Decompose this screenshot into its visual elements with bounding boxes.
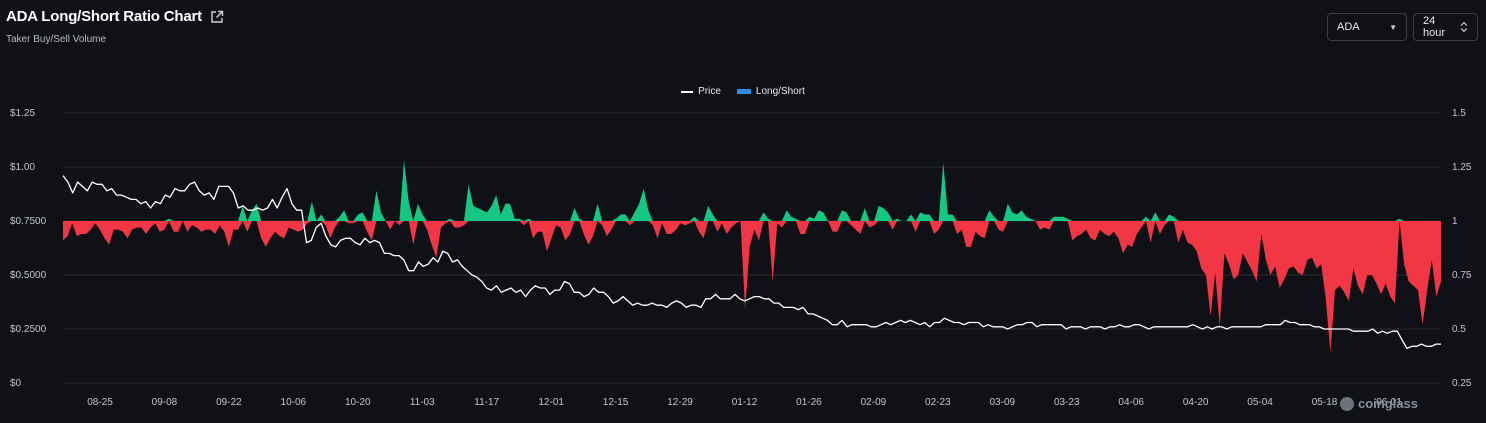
x-tick-label: 04-06	[1118, 397, 1144, 408]
asset-select[interactable]: ADA ▼	[1327, 13, 1407, 41]
x-tick-label: 02-23	[925, 397, 951, 408]
chart-legend: Price Long/Short	[0, 86, 1486, 97]
x-tick-label: 01-26	[796, 397, 822, 408]
longshort-swatch	[736, 89, 751, 94]
title-row: ADA Long/Short Ratio Chart	[6, 8, 224, 25]
legend-item-longshort[interactable]: Long/Short	[736, 86, 805, 97]
x-tick-label: 10-20	[345, 397, 371, 408]
x-tick-label: 12-01	[538, 397, 564, 408]
x-tick-label: 10-06	[281, 397, 307, 408]
y-left-tick-label: $1.00	[10, 162, 35, 173]
y-right-tick-label: 0.5	[1452, 324, 1466, 335]
x-tick-label: 05-18	[1312, 397, 1338, 408]
x-tick-label: 04-20	[1183, 397, 1209, 408]
legend-label-price: Price	[698, 86, 721, 97]
up-down-chevron-icon	[1460, 21, 1468, 33]
time-range-value: 24 hour	[1423, 15, 1446, 39]
y-left-tick-label: $0.7500	[10, 216, 47, 227]
x-tick-label: 06-01	[1376, 397, 1402, 408]
y-left-tick-label: $1.25	[10, 108, 35, 119]
x-tick-label: 03-09	[990, 397, 1016, 408]
y-left-tick-label: $0.2500	[10, 324, 47, 335]
short-area[interactable]	[63, 221, 1441, 353]
y-left-tick-label: $0.5000	[10, 270, 47, 281]
price-swatch	[681, 90, 694, 93]
caret-down-icon: ▼	[1389, 22, 1397, 32]
page-subtitle: Taker Buy/Sell Volume	[6, 34, 107, 45]
y-axis-left: $0 $0.2500 $0.5000 $0.7500 $1.00 $1.25	[10, 108, 47, 389]
external-link-icon[interactable]	[210, 10, 224, 24]
long-area[interactable]	[63, 160, 1441, 222]
x-tick-label: 12-29	[667, 397, 693, 408]
coinglass-watermark: coinglass	[1340, 396, 1418, 411]
y-right-tick-label: 0.25	[1452, 378, 1472, 389]
y-axis-right: 0.25 0.5 0.75 1 1.25 1.5	[1452, 108, 1472, 389]
legend-item-price[interactable]: Price	[681, 86, 721, 97]
page-title: ADA Long/Short Ratio Chart	[6, 8, 202, 25]
x-tick-label: 08-25	[87, 397, 113, 408]
x-tick-label: 01-12	[732, 397, 758, 408]
time-range-select[interactable]: 24 hour	[1413, 13, 1478, 41]
x-tick-label: 05-04	[1247, 397, 1273, 408]
legend-label-longshort: Long/Short	[755, 86, 805, 97]
price-series	[62, 175, 1441, 350]
price-line[interactable]	[62, 175, 1441, 350]
coinglass-logo-icon	[1340, 396, 1354, 411]
x-tick-label: 11-03	[410, 397, 435, 408]
y-right-tick-label: 1.5	[1452, 108, 1466, 119]
y-left-tick-label: $0	[10, 378, 22, 389]
x-tick-label: 12-15	[603, 397, 629, 408]
long-short-areas	[63, 160, 1441, 353]
asset-select-value: ADA	[1337, 21, 1360, 33]
x-tick-label: 09-22	[216, 397, 242, 408]
y-right-tick-label: 1	[1452, 216, 1458, 227]
x-tick-label: 09-08	[152, 397, 178, 408]
x-axis: 08-25 09-08 09-22 10-06 10-20 11-03 11-17 12-01…	[87, 397, 1402, 408]
y-right-tick-label: 0.75	[1452, 270, 1472, 281]
watermark-text: coinglass	[1358, 396, 1418, 411]
y-right-tick-label: 1.25	[1452, 162, 1472, 173]
x-tick-label: 11-17	[474, 397, 499, 408]
x-tick-label: 03-23	[1054, 397, 1080, 408]
x-tick-label: 02-09	[861, 397, 887, 408]
